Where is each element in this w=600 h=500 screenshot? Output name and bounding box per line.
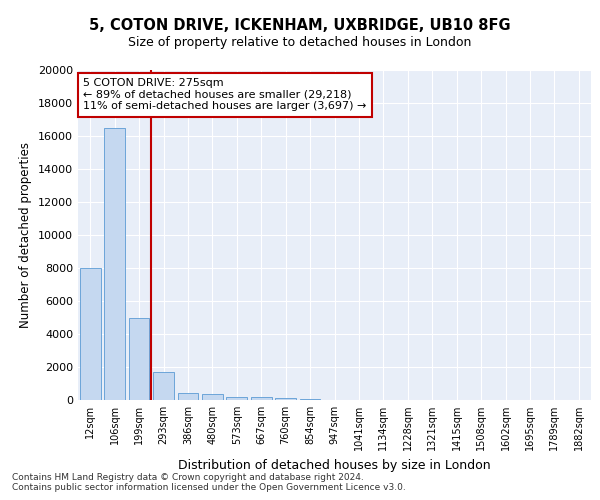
Text: Size of property relative to detached houses in London: Size of property relative to detached ho… [128, 36, 472, 49]
Bar [299, 398, 320, 400]
Bar [202, 394, 223, 400]
Bar [153, 372, 174, 400]
Bar [104, 128, 125, 400]
Bar [80, 268, 101, 400]
Bar [226, 396, 247, 400]
Bar [178, 392, 199, 400]
Bar [251, 397, 272, 400]
Bar [275, 398, 296, 400]
Text: 5, COTON DRIVE, ICKENHAM, UXBRIDGE, UB10 8FG: 5, COTON DRIVE, ICKENHAM, UXBRIDGE, UB10… [89, 18, 511, 32]
X-axis label: Distribution of detached houses by size in London: Distribution of detached houses by size … [178, 458, 491, 471]
Y-axis label: Number of detached properties: Number of detached properties [19, 142, 32, 328]
Bar [128, 318, 149, 400]
Text: 5 COTON DRIVE: 275sqm
← 89% of detached houses are smaller (29,218)
11% of semi-: 5 COTON DRIVE: 275sqm ← 89% of detached … [83, 78, 367, 112]
Text: Contains HM Land Registry data © Crown copyright and database right 2024.
Contai: Contains HM Land Registry data © Crown c… [12, 472, 406, 492]
